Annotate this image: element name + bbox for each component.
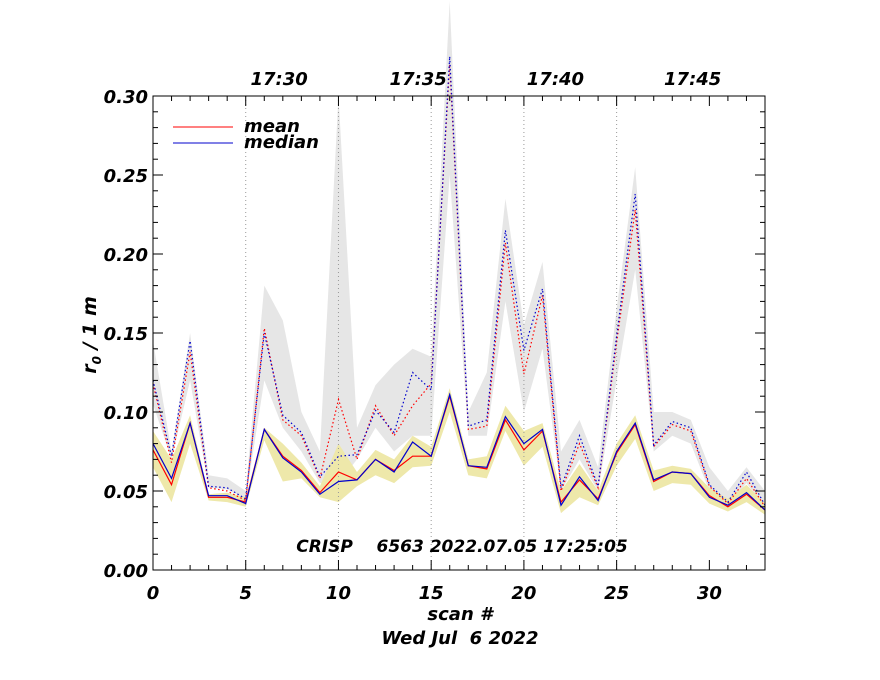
x-tick-label-20: 20 bbox=[511, 583, 536, 604]
y-tick-label-0: 0.00 bbox=[104, 561, 148, 582]
y-tick-label-1: 0.05 bbox=[104, 482, 148, 503]
y-tick-label-4: 0.20 bbox=[104, 245, 148, 266]
x-tick-label-0: 0 bbox=[147, 583, 160, 604]
x-axis-label: scan # bbox=[427, 604, 495, 625]
top-time-label-1: 17:35 bbox=[390, 69, 447, 90]
series-lines bbox=[153, 56, 765, 511]
x-tick-labels: 0 5 10 15 20 25 30 bbox=[147, 583, 722, 604]
top-time-labels: 17:30 17:35 17:40 17:45 bbox=[250, 69, 721, 90]
band-lower_range bbox=[153, 388, 765, 515]
x-tick-label-30: 30 bbox=[697, 583, 722, 604]
y-tick-label-5: 0.25 bbox=[104, 166, 148, 187]
top-time-label-0: 17:30 bbox=[250, 69, 307, 90]
x-tick-label-15: 15 bbox=[419, 583, 444, 604]
y-tick-labels: 0.00 0.05 0.10 0.15 0.20 0.25 0.30 bbox=[104, 87, 148, 582]
x-tick-label-25: 25 bbox=[604, 583, 629, 604]
axis-ticks bbox=[152, 95, 766, 571]
x-tick-label-5: 5 bbox=[239, 583, 252, 604]
top-time-label-3: 17:45 bbox=[664, 69, 721, 90]
y-axis-label-r: r bbox=[79, 363, 101, 374]
top-time-label-2: 17:40 bbox=[527, 69, 584, 90]
y-axis-label-unit: / 1 m bbox=[79, 296, 101, 356]
date-label: Wed Jul 6 2022 bbox=[381, 628, 538, 649]
crisp-annotation: CRISP 6563 2022.07.05 17:25:05 bbox=[296, 537, 628, 557]
y-tick-label-3: 0.15 bbox=[104, 324, 148, 345]
y-axis-label: r0 / 1 m bbox=[79, 296, 104, 374]
y-tick-label-2: 0.10 bbox=[104, 403, 148, 424]
legend-median-label: median bbox=[244, 132, 319, 153]
series-median bbox=[153, 392, 765, 511]
x-tick-label-10: 10 bbox=[326, 583, 351, 604]
legend-mean-label: mean bbox=[244, 116, 300, 137]
y-axis-label-subscript: 0 bbox=[90, 356, 104, 364]
legend: mean median bbox=[173, 116, 319, 153]
series-mean_upper bbox=[153, 64, 765, 508]
series-median_upper bbox=[153, 56, 765, 506]
y-tick-label-6: 0.30 bbox=[104, 87, 148, 108]
